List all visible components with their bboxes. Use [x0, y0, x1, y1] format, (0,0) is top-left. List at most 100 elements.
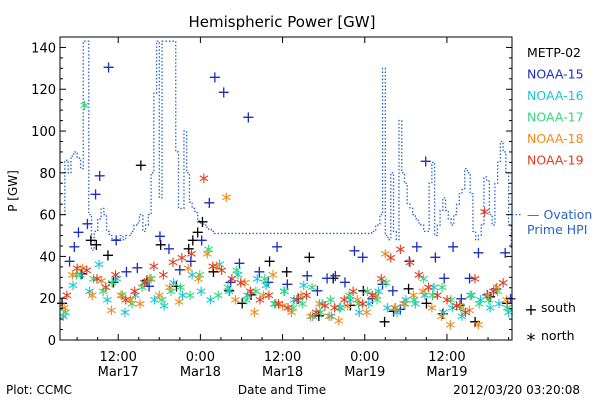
data-point-noaa-15: + — [233, 254, 246, 273]
data-point-noaa-18: * — [183, 260, 193, 284]
data-point-noaa-18: * — [202, 245, 212, 269]
data-point-noaa-17: * — [251, 283, 261, 307]
data-point-metp-02: + — [140, 270, 153, 289]
data-point-noaa-17: * — [137, 279, 147, 303]
data-point-metp-02: + — [344, 295, 357, 314]
data-point-noaa-18: * — [408, 287, 418, 311]
data-point-noaa-15: + — [184, 252, 197, 271]
data-point-metp-02: + — [75, 264, 88, 283]
data-point-noaa-19: * — [236, 275, 246, 299]
data-point-metp-02: + — [235, 293, 248, 312]
data-point-noaa-17: * — [195, 266, 205, 290]
data-point-noaa-17: * — [241, 291, 251, 315]
data-point-noaa-19: * — [177, 250, 187, 274]
data-point-noaa-19: * — [158, 266, 168, 290]
data-point-noaa-17: * — [502, 300, 512, 324]
data-point-noaa-17: * — [326, 291, 336, 315]
data-point-noaa-15: + — [463, 268, 476, 287]
y-tick-label: 40 — [39, 250, 56, 265]
data-point-metp-02: + — [191, 222, 204, 241]
data-point-metp-02: + — [378, 312, 391, 331]
data-point-noaa-16: * — [504, 304, 514, 328]
data-point-noaa-15: + — [270, 237, 283, 256]
data-point-noaa-15: + — [455, 289, 468, 308]
data-point-noaa-16: * — [410, 296, 420, 320]
data-point-noaa-16: * — [447, 300, 457, 324]
data-point-noaa-17: * — [446, 291, 456, 315]
data-point-noaa-18: * — [315, 296, 325, 320]
data-point-metp-02: + — [420, 293, 433, 312]
data-point-noaa-15: + — [410, 237, 423, 256]
data-point-noaa-15: + — [329, 266, 342, 285]
data-point-noaa-15: + — [208, 68, 221, 87]
data-point-noaa-19: * — [302, 287, 312, 311]
data-point-noaa-18: * — [221, 189, 231, 213]
data-point-noaa-17: * — [127, 296, 137, 320]
data-point-noaa-18: * — [154, 287, 164, 311]
data-point-noaa-17: * — [493, 283, 503, 307]
data-point-noaa-18: * — [483, 287, 493, 311]
data-point-metp-02: + — [483, 287, 496, 306]
data-point-noaa-15: + — [498, 243, 511, 262]
axes-group: 02040608010012014012:00Mar170:00Mar1812:… — [31, 36, 513, 380]
data-point-noaa-18: * — [249, 304, 259, 328]
data-point-noaa-17: * — [107, 275, 117, 299]
data-point-noaa-19: * — [489, 283, 499, 307]
data-point-noaa-15: + — [120, 262, 133, 281]
data-point-noaa-19: * — [348, 283, 358, 307]
data-point-noaa-16: * — [224, 283, 234, 307]
data-point-noaa-17: * — [437, 279, 447, 303]
data-point-noaa-18: * — [418, 283, 428, 307]
data-point-metp-02: + — [468, 312, 481, 331]
data-point-noaa-16: * — [439, 304, 449, 328]
data-point-noaa-17: * — [316, 304, 326, 328]
data-point-noaa-18: * — [286, 304, 296, 328]
data-point-noaa-18: * — [268, 266, 278, 290]
data-point-noaa-19: * — [186, 245, 196, 269]
data-point-noaa-17: * — [260, 270, 270, 294]
data-point-noaa-16: * — [475, 291, 485, 315]
x-tick-label-date: Mar19 — [426, 365, 467, 380]
data-point-noaa-16: * — [120, 304, 130, 328]
data-point-noaa-17: * — [381, 275, 391, 299]
data-point-metp-02: + — [303, 247, 316, 266]
data-point-noaa-17: * — [157, 291, 167, 315]
data-point-noaa-16: * — [84, 283, 94, 307]
data-point-noaa-17: * — [176, 279, 186, 303]
legend-entry-noaa-17: NOAA-17 — [527, 110, 584, 125]
x-tick-label-time: 0:00 — [350, 350, 379, 365]
data-point-noaa-15: + — [429, 247, 442, 266]
data-point-noaa-15: + — [63, 252, 76, 271]
data-point-metp-02: + — [154, 235, 167, 254]
data-point-metp-02: + — [280, 262, 293, 281]
data-point-noaa-18: * — [352, 291, 362, 315]
data-point-noaa-19: * — [245, 283, 255, 307]
data-point-noaa-19: * — [358, 296, 368, 320]
data-point-noaa-17: * — [204, 241, 214, 265]
data-point-noaa-19: * — [376, 270, 386, 294]
data-point-noaa-16: * — [326, 308, 336, 332]
data-point-metp-02: + — [196, 212, 209, 231]
data-point-noaa-18: * — [165, 279, 175, 303]
data-point-noaa-15: + — [81, 214, 94, 233]
data-point-noaa-15: + — [281, 275, 294, 294]
data-point-noaa-18: * — [343, 298, 353, 322]
data-point-noaa-15: + — [446, 237, 459, 256]
data-point-noaa-17: * — [474, 296, 484, 320]
data-point-noaa-16: * — [243, 287, 253, 311]
data-point-noaa-16: * — [206, 291, 216, 315]
data-point-noaa-15: + — [195, 231, 208, 250]
data-point-noaa-15: + — [203, 193, 216, 212]
data-point-noaa-17: * — [456, 300, 466, 324]
data-point-noaa-18: * — [97, 273, 107, 297]
data-point-noaa-19: * — [320, 298, 330, 322]
data-point-noaa-15: + — [224, 272, 237, 291]
data-point-noaa-19: * — [292, 291, 302, 315]
data-point-noaa-19: * — [110, 266, 120, 290]
y-tick-label: 0 — [48, 334, 56, 349]
legend-entry-metp-02: METP-02 — [527, 45, 581, 60]
data-point-noaa-19: * — [386, 250, 396, 274]
data-point-metp-02: + — [101, 245, 114, 264]
data-point-noaa-16: * — [345, 291, 355, 315]
data-point-noaa-18: * — [455, 298, 465, 322]
